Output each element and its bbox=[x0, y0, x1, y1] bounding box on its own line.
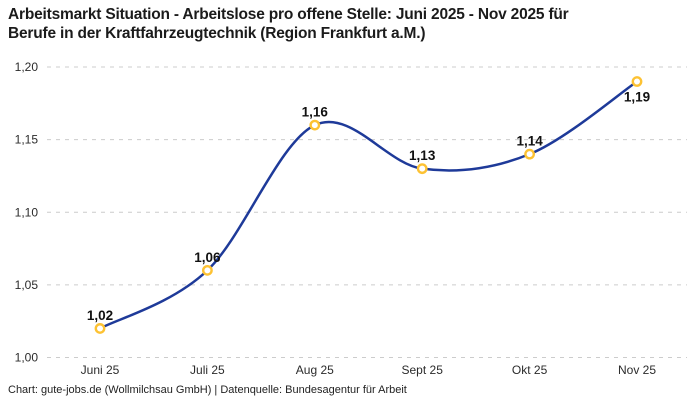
data-point[interactable] bbox=[309, 119, 321, 131]
data-point[interactable] bbox=[631, 76, 643, 87]
data-point-label: 1,19 bbox=[624, 90, 650, 105]
x-tick-label: Juli 25 bbox=[190, 363, 225, 377]
y-tick-label: 1,15 bbox=[15, 133, 39, 147]
data-point-label: 1,13 bbox=[409, 148, 436, 163]
chart-title: Arbeitsmarkt Situation - Arbeitslose pro… bbox=[8, 5, 678, 43]
series-line bbox=[98, 80, 639, 330]
data-point[interactable] bbox=[524, 148, 535, 160]
y-tick-label: 1,20 bbox=[15, 60, 39, 74]
data-point[interactable] bbox=[416, 163, 428, 175]
chart-title-line1: Arbeitsmarkt Situation - Arbeitslose pro… bbox=[8, 6, 569, 23]
y-tick-label: 1,10 bbox=[15, 205, 39, 219]
data-point[interactable] bbox=[201, 264, 213, 276]
y-tick-label: 1,05 bbox=[15, 278, 39, 292]
data-point-label: 1,06 bbox=[194, 250, 221, 265]
x-tick-label: Juni 25 bbox=[81, 363, 120, 377]
chart-title-line2: Berufe in der Kraftfahrzeugtechnik (Regi… bbox=[8, 25, 426, 42]
x-tick-label: Aug 25 bbox=[296, 363, 334, 377]
data-point-label: 1,16 bbox=[302, 105, 329, 120]
x-tick-label: Sept 25 bbox=[402, 363, 444, 377]
x-tick-label: Okt 25 bbox=[512, 363, 548, 377]
x-tick-label: Nov 25 bbox=[618, 363, 656, 377]
chart-attribution: Chart: gute-jobs.de (Wollmilchsau GmbH) … bbox=[8, 384, 407, 396]
data-point-label: 1,02 bbox=[87, 308, 113, 323]
y-tick-label: 1,00 bbox=[15, 351, 39, 365]
data-point[interactable] bbox=[94, 323, 106, 334]
data-point-label: 1,14 bbox=[516, 134, 543, 149]
